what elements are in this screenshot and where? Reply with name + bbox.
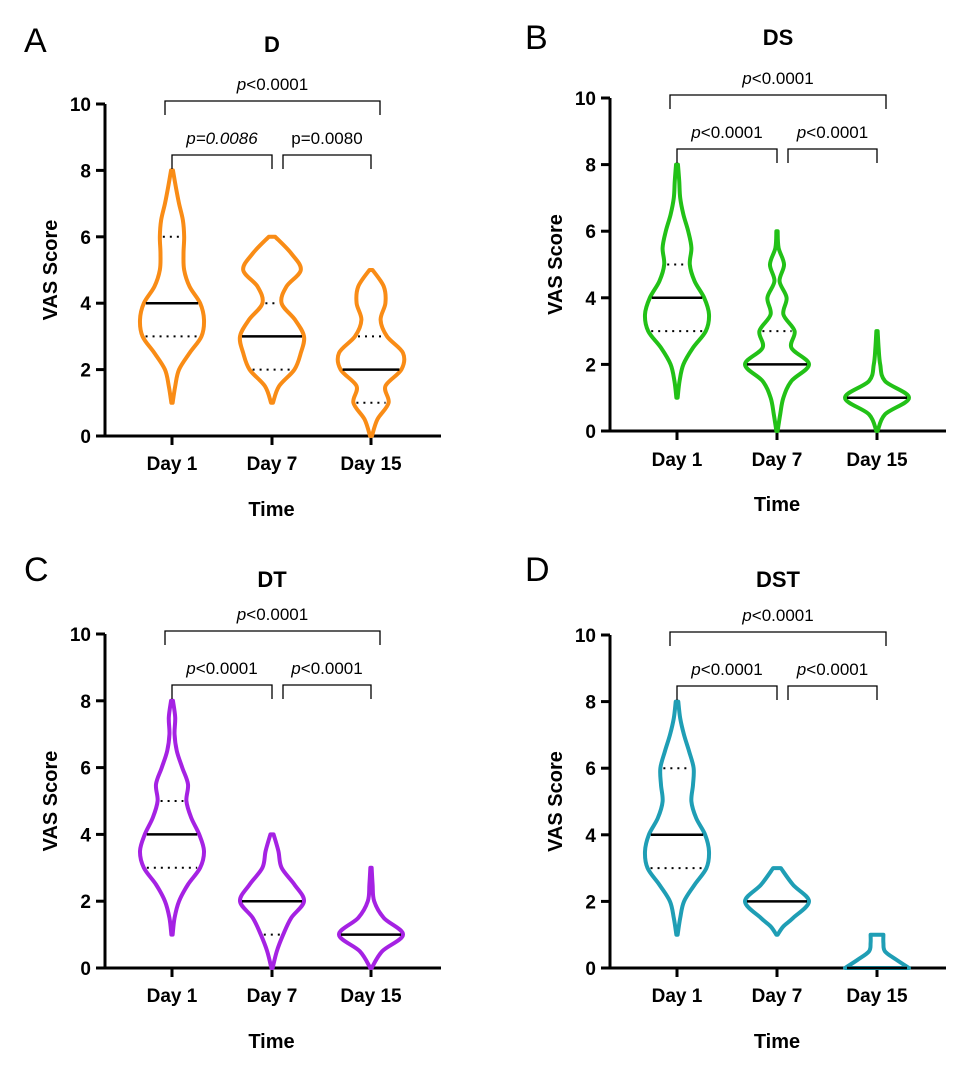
y-tick-label: 2: [80, 361, 91, 382]
panel-letter: D: [525, 551, 550, 589]
p-value-label: p<0.0001: [236, 75, 308, 94]
x-axis-label: Time: [754, 494, 800, 516]
y-tick-label: 4: [585, 289, 596, 310]
p-value-label: p<0.0001: [690, 123, 762, 142]
x-tick-label: Day 1: [652, 450, 703, 471]
violin-day-7: [238, 832, 306, 970]
y-tick-label: 6: [585, 759, 596, 780]
comparison-bracket: [171, 154, 273, 169]
y-tick-label: 6: [80, 759, 91, 780]
y-tick-label: 4: [80, 825, 91, 846]
comparison-bracket: [676, 685, 778, 700]
y-tick-label: 6: [80, 228, 91, 249]
x-tick-label: Day 15: [846, 450, 908, 471]
p-value-label: p<0.0001: [741, 69, 813, 88]
x-tick-label: Day 1: [652, 986, 703, 1007]
violin-day-15: [337, 865, 405, 970]
y-axis-label: VAS Score: [545, 214, 567, 315]
y-tick-label: 2: [585, 355, 596, 376]
p-value-label: p<0.0001: [185, 659, 257, 678]
y-tick-label: 4: [585, 826, 596, 847]
violin-day-15: [843, 329, 911, 433]
comparison-bracket: [787, 685, 878, 700]
p-value-label: p<0.0001: [236, 605, 308, 624]
y-tick-label: 8: [80, 161, 91, 182]
x-axis-label: Time: [248, 499, 294, 521]
y-tick-label: 0: [80, 427, 91, 448]
comparison-bracket: [282, 154, 372, 169]
x-tick-label: Day 15: [340, 986, 402, 1007]
violin-day-7: [237, 234, 307, 405]
violin-day-15: [843, 932, 911, 970]
panel-c: C DT 0 2 4 6 8 10 VAS Score Day 1 Day 7 Day 15 Time p…: [24, 551, 441, 1053]
violin-day-1: [137, 168, 207, 405]
panel-a: A D 0 2 4 6 8 10 VAS Score Day 1 Day 7 Day 15 Time p<…: [24, 22, 441, 521]
x-tick-label: Day 7: [752, 450, 803, 471]
x-tick-label: Day 1: [147, 986, 198, 1007]
y-tick-label: 0: [80, 959, 91, 980]
comparison-bracket: [171, 684, 273, 699]
comparison-bracket: [787, 148, 878, 163]
violin-day-15: [335, 268, 407, 438]
comparison-bracket: [164, 100, 381, 115]
x-axis-label: Time: [754, 1031, 800, 1053]
panel-letter: A: [24, 22, 47, 60]
violin-day-1: [137, 698, 207, 937]
y-tick-label: 10: [575, 626, 596, 647]
panel-b: B DS 0 2 4 6 8 10 VAS Score Day 1 Day 7 Day 15 Time p…: [525, 19, 946, 516]
y-tick-label: 2: [80, 892, 91, 913]
y-tick-label: 2: [585, 892, 596, 913]
x-tick-label: Day 7: [247, 986, 298, 1007]
y-tick-label: 6: [585, 222, 596, 243]
y-tick-label: 8: [585, 693, 596, 714]
y-axis-label: VAS Score: [40, 751, 62, 852]
comparison-bracket: [669, 94, 887, 109]
comparison-bracket: [676, 148, 778, 163]
panel-d: D DST 0 2 4 6 8 10 VAS Score Day 1 Day 7 Day 15 Time…: [525, 551, 946, 1053]
panel-letter: C: [24, 551, 49, 589]
y-tick-label: 4: [80, 294, 91, 315]
p-value-label: p=0.0086: [185, 129, 258, 148]
comparison-bracket: [669, 631, 887, 646]
comparison-bracket: [282, 684, 372, 699]
y-tick-label: 0: [585, 422, 596, 443]
panel-title: DT: [257, 567, 287, 592]
x-tick-label: Day 7: [752, 986, 803, 1007]
panel-letter: B: [525, 19, 548, 57]
p-value-label: p=0.0080: [291, 129, 362, 148]
panel-title: DST: [756, 567, 801, 592]
comparison-bracket: [164, 630, 381, 645]
p-value-label: p<0.0001: [290, 659, 362, 678]
x-axis-label: Time: [248, 1031, 294, 1053]
y-tick-label: 10: [70, 95, 91, 116]
p-value-label: p<0.0001: [796, 123, 868, 142]
panel-title: D: [264, 32, 280, 57]
y-tick-label: 10: [575, 89, 596, 110]
panel-title: DS: [763, 25, 794, 50]
y-axis-label: VAS Score: [40, 220, 62, 321]
x-tick-label: Day 15: [846, 986, 908, 1007]
x-tick-label: Day 1: [147, 454, 198, 475]
x-tick-label: Day 7: [247, 454, 298, 475]
p-value-label: p<0.0001: [796, 660, 868, 679]
violin-day-7: [743, 866, 811, 937]
y-tick-label: 8: [585, 156, 596, 177]
violin-day-1: [642, 699, 712, 937]
y-tick-label: 10: [70, 625, 91, 646]
violin-day-7: [743, 229, 811, 433]
x-tick-label: Day 15: [340, 454, 402, 475]
violin-day-1: [642, 162, 712, 400]
y-tick-label: 8: [80, 692, 91, 713]
y-axis-label: VAS Score: [545, 751, 567, 852]
y-tick-label: 0: [585, 959, 596, 980]
p-value-label: p<0.0001: [690, 660, 762, 679]
p-value-label: p<0.0001: [741, 606, 813, 625]
